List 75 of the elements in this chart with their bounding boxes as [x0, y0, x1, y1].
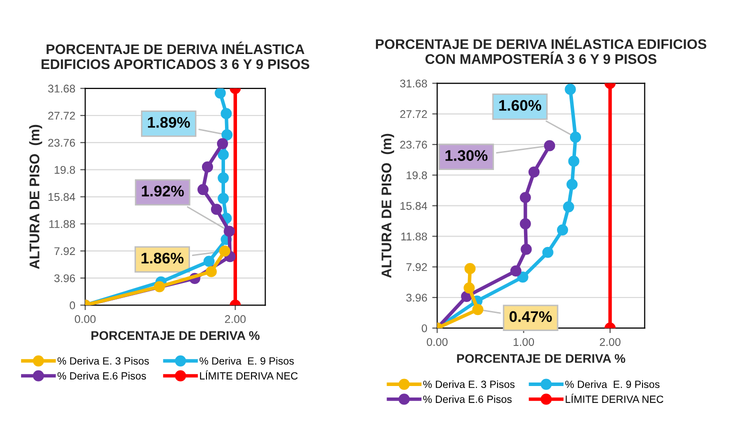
point [197, 184, 209, 196]
legend-label: % Deriva E. 3 Pisos [423, 380, 515, 388]
y-tick-label: 3.96 [406, 294, 427, 302]
x-tick-label: 1.00 [514, 338, 534, 346]
point [564, 84, 576, 95]
point [464, 282, 475, 294]
point [216, 138, 228, 150]
point [520, 218, 531, 230]
point [203, 256, 215, 267]
point [542, 246, 554, 258]
legend-label: LÍMITE DERIVA NEC [200, 370, 298, 380]
annotation: 1.30% [446, 150, 488, 161]
point [219, 246, 230, 257]
chart-title: PORCENTAJE DE DERIVA INÉLASTICA EDIFICIOS APORTICADOS 3 6 Y 9 PISOS [42, 42, 310, 70]
annotation: 1.92% [142, 186, 184, 196]
point [221, 129, 233, 140]
x-axis-title: PORCENTAJE DE DERIVA % [91, 331, 260, 340]
point [220, 108, 232, 120]
y-tick-label: 31.68 [400, 80, 427, 88]
point [224, 226, 235, 237]
point [568, 156, 580, 167]
point [566, 178, 578, 190]
annotation: 1.60% [499, 100, 542, 111]
point [464, 263, 476, 274]
y-tick-label: 15.84 [400, 202, 428, 210]
annotation: 0.47% [510, 311, 552, 322]
x-tick-label: 0.00 [426, 338, 448, 346]
chart-title: PORCENTAJE DE DERIVA INÉLASTICA EDIFICIOS CON MAMPOSTERÍA 3 6 Y 9 PISOS [376, 36, 706, 64]
legend-label: % Deriva E. 9 Pisos [565, 380, 660, 388]
x-tick-label: 2.00 [225, 315, 246, 324]
legend-label: % Deriva E. 9 Pisos [200, 356, 294, 365]
point [544, 140, 556, 152]
y-tick-label: 23.76 [400, 140, 427, 149]
point [214, 88, 226, 99]
point [202, 161, 214, 172]
point [570, 132, 582, 143]
y-tick-label: 15.84 [48, 193, 76, 201]
y-tick-label: 7.92 [54, 247, 75, 256]
y-tick-label: 0 [422, 324, 428, 332]
point [218, 172, 229, 184]
x-axis-title: PORCENTAJE DE DERIVA % [457, 354, 626, 363]
legend-label: % Deriva E.6 Pisos [58, 372, 146, 380]
point [528, 166, 540, 178]
point [563, 201, 574, 212]
annotation: 1.86% [142, 252, 184, 264]
annotation: 1.89% [148, 116, 190, 128]
y-tick-label: 11.88 [49, 220, 76, 228]
y-tick-label: 27.72 [400, 110, 427, 118]
point [218, 149, 229, 160]
point [210, 204, 222, 215]
point [206, 266, 217, 278]
y-tick-label: 19.8 [406, 171, 427, 180]
y-tick-label: 19.8 [54, 166, 76, 174]
y-axis-title: ALTURA DE PISO (m) [381, 134, 394, 278]
y-tick-label: 0 [70, 301, 76, 310]
point [520, 192, 531, 204]
legend-label: LÍMITE DERIVA NEC [566, 394, 664, 403]
y-tick-label: 7.92 [406, 263, 427, 272]
point [517, 272, 528, 283]
y-tick-label: 31.68 [48, 84, 76, 93]
y-tick-label: 3.96 [54, 274, 76, 282]
point [556, 224, 568, 236]
point [154, 281, 166, 292]
point [520, 244, 532, 255]
y-axis-title: ALTURA DE PISO (m) [29, 124, 42, 269]
legend-label: % Deriva E. 3 Pisos [58, 356, 149, 365]
legend-label: % Deriva E.6 Pisos [423, 395, 512, 403]
point [510, 265, 522, 276]
point [218, 192, 229, 204]
y-tick-label: 27.72 [48, 112, 75, 120]
y-tick-label: 11.88 [401, 232, 427, 240]
y-tick-label: 23.76 [48, 138, 76, 147]
x-tick-label: 0.00 [74, 315, 96, 324]
point [472, 304, 484, 316]
x-tick-label: 2.00 [600, 338, 620, 346]
